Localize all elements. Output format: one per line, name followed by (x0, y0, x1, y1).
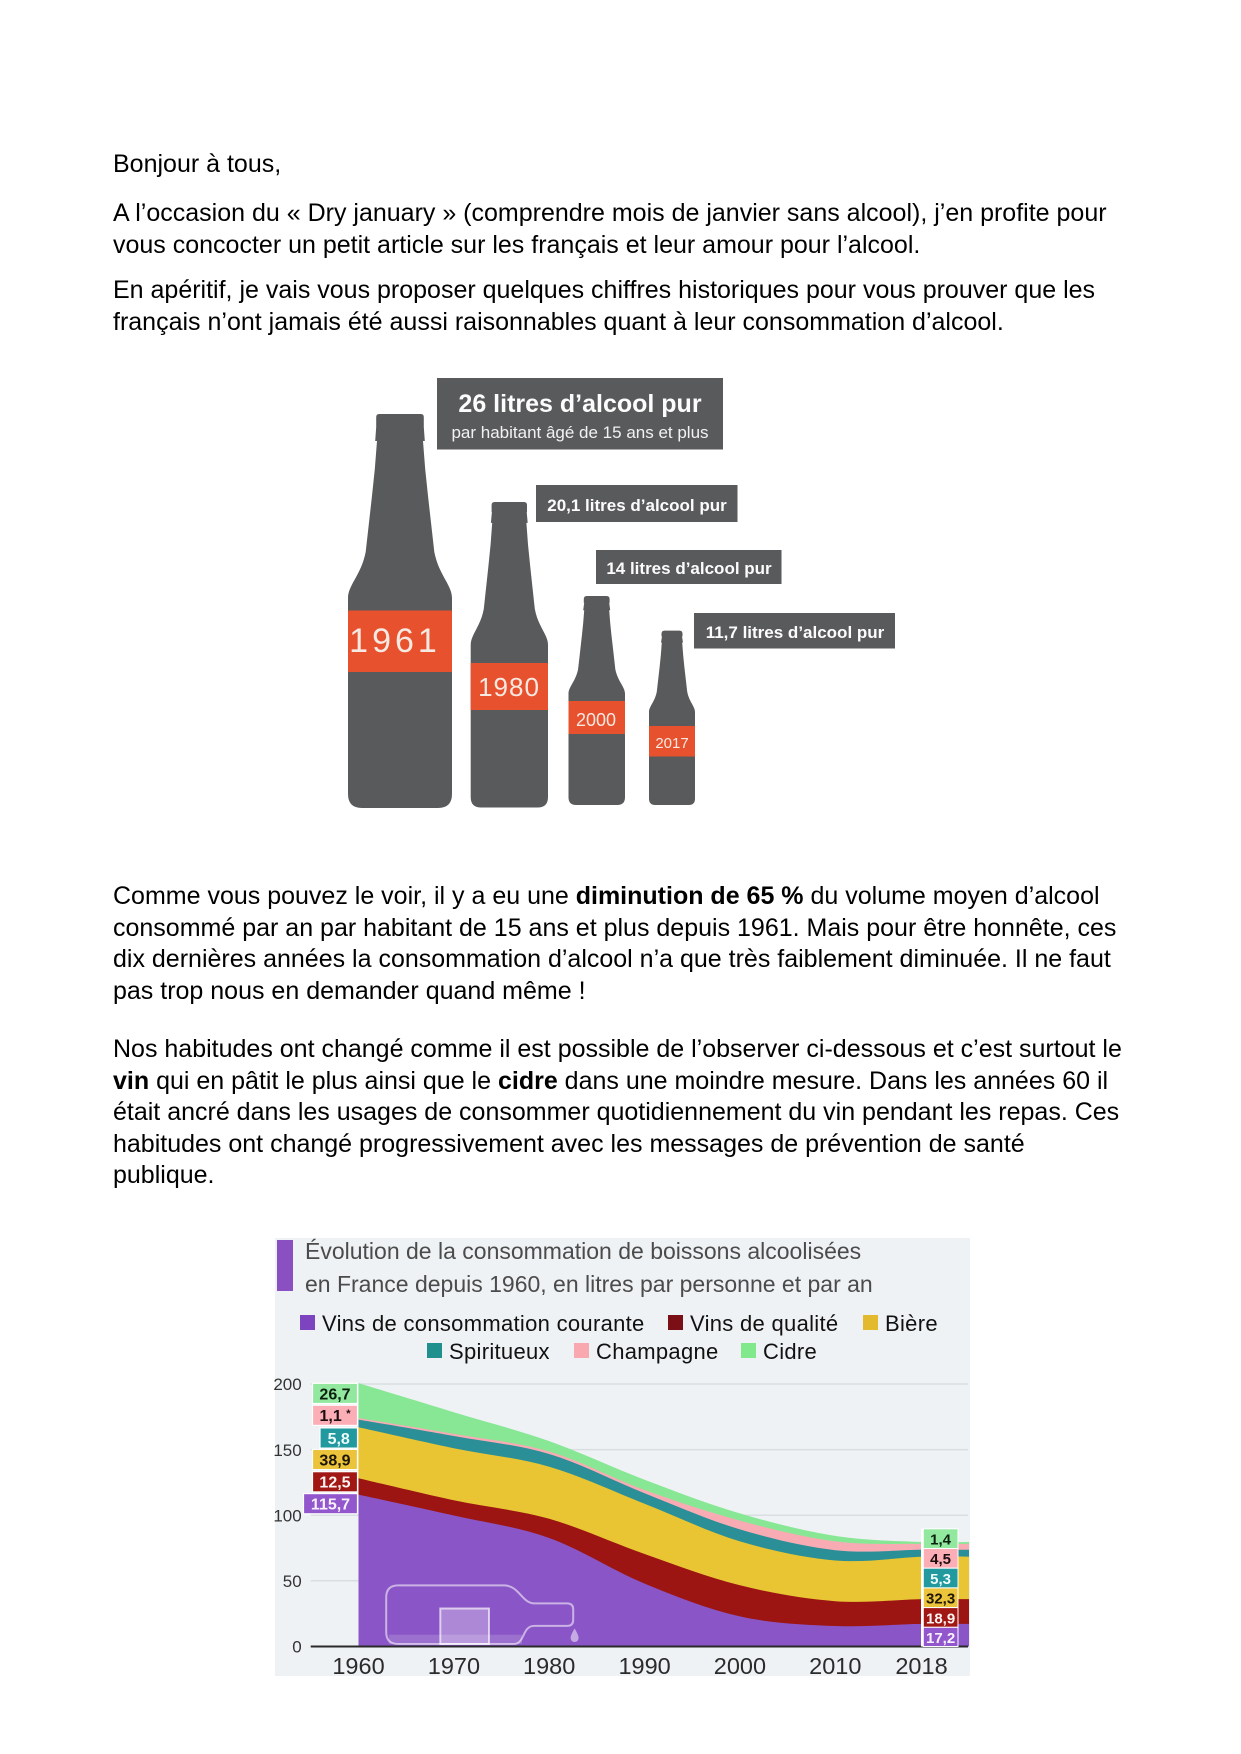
svg-text:Vins de qualité: Vins de qualité (690, 1311, 838, 1336)
svg-text:0: 0 (292, 1638, 301, 1657)
svg-text:Cidre: Cidre (763, 1339, 817, 1364)
svg-text:200: 200 (273, 1375, 301, 1394)
svg-text:1960: 1960 (332, 1653, 384, 1679)
svg-text:150: 150 (273, 1441, 301, 1460)
svg-text:5,3: 5,3 (930, 1571, 951, 1588)
svg-text:en France depuis 1960, en litr: en France depuis 1960, en litres par per… (305, 1271, 873, 1297)
svg-text:17,2: 17,2 (926, 1630, 955, 1647)
svg-text:Spiritueux: Spiritueux (449, 1339, 550, 1364)
svg-text:50: 50 (283, 1572, 302, 1591)
svg-text:5,8: 5,8 (328, 1431, 350, 1448)
svg-text:1990: 1990 (618, 1653, 670, 1679)
svg-text:4,5: 4,5 (930, 1551, 951, 1568)
svg-text:20,1 litres d’alcool pur: 20,1 litres d’alcool pur (547, 496, 727, 515)
svg-text:2010: 2010 (809, 1653, 861, 1679)
svg-text:115,7: 115,7 (311, 1497, 350, 1514)
svg-text:Bière: Bière (885, 1311, 938, 1336)
svg-text:1961: 1961 (349, 622, 441, 660)
svg-text:32,3: 32,3 (926, 1591, 955, 1608)
svg-text:Champagne: Champagne (596, 1339, 719, 1364)
svg-text:1,1 *: 1,1 * (320, 1408, 352, 1425)
svg-text:26,7: 26,7 (319, 1386, 350, 1403)
svg-text:2000: 2000 (714, 1653, 766, 1679)
svg-text:12,5: 12,5 (319, 1475, 350, 1492)
svg-text:1980: 1980 (523, 1653, 575, 1679)
svg-text:par habitant âgé de 15 ans et: par habitant âgé de 15 ans et plus (451, 423, 708, 442)
svg-text:38,9: 38,9 (319, 1452, 350, 1469)
svg-text:1980: 1980 (478, 672, 540, 702)
svg-text:18,9: 18,9 (926, 1610, 955, 1627)
svg-text:2018: 2018 (895, 1653, 947, 1679)
svg-text:Vins de consommation courante: Vins de consommation courante (322, 1311, 645, 1336)
svg-text:11,7 litres d’alcool pur: 11,7 litres d’alcool pur (706, 623, 885, 642)
svg-text:2017: 2017 (655, 735, 688, 752)
svg-text:1,4: 1,4 (930, 1532, 952, 1549)
svg-text:1970: 1970 (428, 1653, 480, 1679)
svg-text:14 litres d’alcool pur: 14 litres d’alcool pur (606, 559, 772, 578)
svg-text:2000: 2000 (576, 710, 616, 730)
svg-text:26 litres d’alcool pur: 26 litres d’alcool pur (458, 390, 701, 418)
svg-text:100: 100 (273, 1506, 301, 1525)
svg-text:Évolution de la consommation d: Évolution de la consommation de boissons… (305, 1238, 861, 1264)
